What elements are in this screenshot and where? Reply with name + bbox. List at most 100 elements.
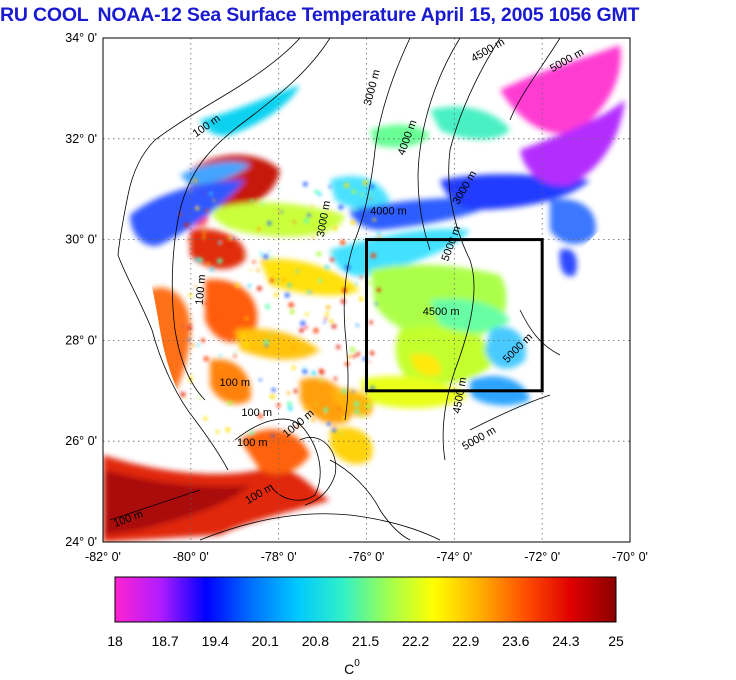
colorbar-tick-label: 24.3 [552, 633, 579, 649]
sst-speckle [198, 397, 202, 400]
contour-5000m-south [469, 394, 551, 431]
sst-speckle-layer [178, 178, 382, 438]
colorbar-tick-label: 22.9 [452, 633, 479, 649]
sst-speckle [339, 239, 346, 246]
cloud-white-3 [300, 38, 500, 130]
sst-speckle [365, 403, 371, 409]
sst-speckle [347, 354, 352, 359]
sst-speckle [194, 284, 197, 287]
sst-speckle [202, 231, 207, 235]
cloud-white-1 [518, 239, 556, 285]
sst-speckle [307, 290, 312, 295]
sst-speckle [332, 424, 337, 428]
sst-speckle [355, 282, 358, 285]
sst-speckle [190, 190, 192, 193]
sst-speckle [257, 413, 264, 419]
sst-speckle [290, 345, 297, 352]
sst-speckle [287, 283, 292, 288]
sst-speckle [249, 268, 252, 271]
sst-speckle [302, 366, 305, 369]
sst-speckle [318, 368, 323, 373]
sst-speckle [184, 222, 190, 228]
sst-speckle [338, 204, 344, 210]
sst-speckle [299, 320, 306, 327]
sst-speckle [269, 278, 274, 283]
sst-speckle [206, 262, 211, 266]
sst-speckle [270, 256, 274, 260]
sst-speckle [305, 312, 309, 317]
colorbar-tick-label: 20.8 [302, 633, 329, 649]
sst-speckle [189, 374, 193, 378]
sst-speckle [318, 278, 323, 283]
sst-speckle [317, 412, 320, 415]
sst-speckle [355, 351, 361, 357]
sst-speckle [205, 208, 209, 213]
sst-speckle [336, 344, 341, 350]
sst-speckle [360, 414, 364, 418]
colorbar-tick-label: 20.1 [252, 633, 279, 649]
contour-3000m [343, 38, 411, 421]
lat-tick-label: 26° 0' [65, 434, 97, 448]
sst-speckle [291, 365, 296, 371]
sst-speckle [284, 292, 290, 298]
sst-speckle [289, 309, 295, 315]
sst-imagery [103, 38, 630, 542]
sst-speckle [353, 401, 360, 407]
sst-speckle [322, 219, 325, 222]
sst-speckle [259, 252, 263, 256]
sst-speckle [216, 316, 219, 319]
sst-speckle [293, 388, 298, 394]
sst-speckle [294, 425, 298, 429]
sst-speckle [341, 388, 347, 394]
sst-speckle [264, 303, 271, 310]
sst-speckle [257, 230, 259, 232]
sst-speckle [204, 192, 206, 195]
sst-speckle [268, 250, 271, 253]
sst-speckle [349, 319, 352, 321]
sst-speckle [328, 318, 334, 324]
colorbar-tick-label: 18.7 [151, 633, 178, 649]
sst-speckle [256, 285, 262, 292]
colorbar-unit-superscript: 0 [354, 658, 360, 669]
sst-speckle [197, 257, 204, 263]
sst-speckle [217, 241, 222, 245]
sst-speckle [249, 430, 255, 436]
sst-speckle [354, 408, 360, 415]
sst-speckle [326, 421, 331, 427]
sst-speckle [292, 220, 296, 224]
cloud-white-2 [440, 200, 630, 542]
sst-speckle [302, 181, 308, 187]
sst-speckle [369, 184, 375, 190]
sst-speckle [318, 251, 323, 256]
sst-speckle [324, 311, 330, 316]
title-org: RU COOL [0, 4, 89, 26]
contour-100m-shelf [171, 38, 331, 401]
depth-contour-label: 100 m [219, 377, 250, 389]
sst-speckle [368, 360, 371, 364]
sst-speckle [196, 343, 200, 347]
sst-speckle [261, 202, 265, 205]
sst-speckle [325, 304, 331, 310]
sst-speckle [375, 302, 378, 306]
sst-speckle [323, 320, 327, 324]
lon-tick-label: -74° 0' [436, 550, 472, 564]
plot-frame [102, 37, 631, 543]
sst-speckle [256, 226, 262, 231]
sst-speckle [271, 434, 275, 438]
sst-speckle [351, 189, 357, 195]
sst-speckle [356, 324, 359, 327]
sst-speckle [313, 327, 319, 334]
lat-tick-label: 24° 0' [65, 535, 97, 549]
sst-speckle [278, 187, 281, 190]
sst-speckle [339, 223, 342, 226]
sst-speckle [369, 350, 375, 356]
colorbar-unit: C0 [344, 658, 360, 677]
sst-speckle [328, 211, 332, 215]
sst-speckle [303, 218, 310, 224]
colorbar-tick-label: 19.4 [202, 633, 229, 649]
lon-tick-label: -70° 0' [612, 550, 648, 564]
latitude-axis: 34° 0' 32° 0' 30° 0' 28° 0' 26° 0' 24° 0' [65, 31, 97, 549]
colorbar-ticks: 18 18.7 19.4 20.1 20.8 21.5 22.2 22.9 23.6 24.3 25 [107, 633, 624, 649]
sst-speckle [344, 361, 350, 367]
sst-speckle [333, 376, 338, 381]
